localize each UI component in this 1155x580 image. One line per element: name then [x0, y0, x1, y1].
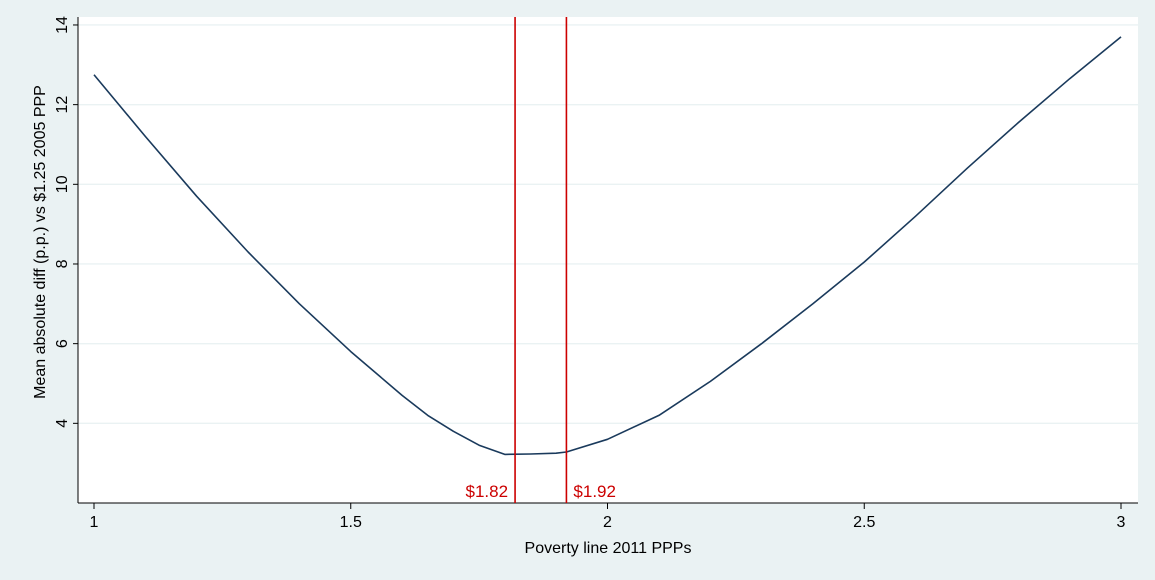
x-axis-title: Poverty line 2011 PPPs: [525, 540, 692, 557]
y-tick-label: 6: [54, 339, 71, 348]
x-tick-label: 3: [1117, 514, 1126, 531]
y-tick-label: 14: [54, 16, 71, 34]
y-tick-label: 8: [54, 259, 71, 268]
reference-label: $1.82: [466, 482, 509, 501]
axes: 4 6 8 10 12 14 1 1.5 2 2.5 3: [54, 16, 1138, 531]
x-tick-label: 2.5: [853, 514, 875, 531]
x-tick-label: 1: [90, 514, 99, 531]
grid-lines: [78, 24, 1138, 425]
series-line: [93, 36, 1122, 456]
y-tick-label: 12: [54, 96, 71, 114]
reference-lines: $1.82 $1.92: [466, 17, 616, 503]
y-axis-title: Mean absolute diff (p.p.) vs $1.25 2005 …: [32, 85, 49, 399]
y-tick-label: 10: [54, 175, 71, 193]
reference-label: $1.92: [573, 482, 616, 501]
x-tick-label: 2: [603, 514, 612, 531]
x-tick-label: 1.5: [340, 514, 362, 531]
y-tick-label: 4: [54, 419, 71, 428]
series-layer: [93, 36, 1122, 456]
plot-area: [78, 17, 1138, 503]
